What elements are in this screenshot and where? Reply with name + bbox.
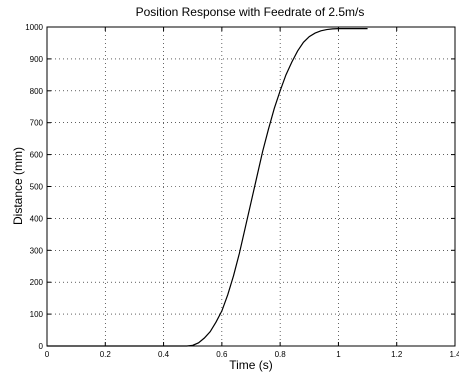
x-tick-label: 0.2 <box>100 350 112 359</box>
x-tick-label: 0.6 <box>216 350 228 359</box>
chart-title: Position Response with Feedrate of 2.5m/… <box>136 5 365 19</box>
x-tick-label: 0 <box>45 350 50 359</box>
y-tick-label: 0 <box>39 342 44 351</box>
y-tick-label: 200 <box>30 278 44 287</box>
y-tick-label: 100 <box>30 310 44 319</box>
y-tick-label: 800 <box>30 87 44 96</box>
grid-layer <box>47 27 455 346</box>
y-tick-label: 500 <box>30 183 44 192</box>
y-axis-label: Distance (mm) <box>11 147 25 225</box>
y-tick-label: 700 <box>30 119 44 128</box>
y-tick-label: 400 <box>30 214 44 223</box>
y-tick-label: 300 <box>30 246 44 255</box>
x-tick-label: 0.4 <box>158 350 170 359</box>
ticks-layer: 0 0.2 0.4 0.6 0.8 1 1.2 1.4 0 100 200 300 400 500 600 7… <box>25 23 459 359</box>
series-line <box>47 28 368 347</box>
x-tick-label: 1 <box>336 350 341 359</box>
x-axis-label: Time (s) <box>229 358 273 372</box>
y-tick-label: 600 <box>30 151 44 160</box>
y-tick-label: 900 <box>30 55 44 64</box>
x-tick-label: 1.4 <box>449 350 459 359</box>
x-tick-label: 1.2 <box>391 350 403 359</box>
y-tick-label: 1000 <box>25 23 43 32</box>
x-tick-label: 0.8 <box>275 350 287 359</box>
